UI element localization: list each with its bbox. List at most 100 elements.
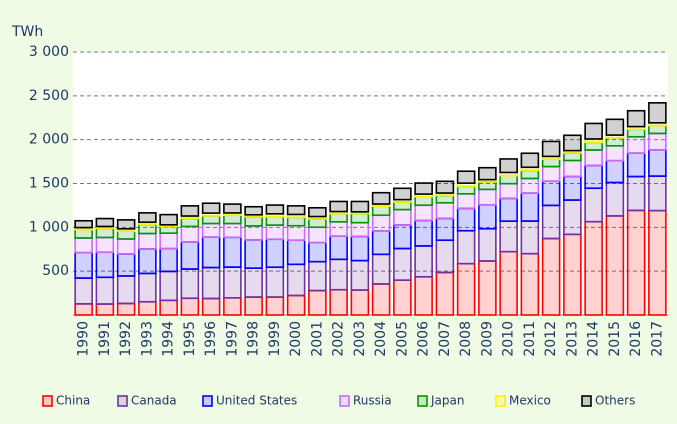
- bar-segment: [541, 237, 561, 316]
- bar-segment: [116, 253, 136, 277]
- bar-segment: [414, 245, 433, 278]
- bar-segment: [286, 239, 306, 266]
- bar-segment: [308, 226, 327, 244]
- legend-label: Russia: [353, 394, 392, 408]
- legend-label: China: [56, 394, 90, 408]
- x-tick-label: 1990: [76, 321, 92, 357]
- bar-segment: [223, 222, 242, 239]
- bar-segment: [584, 122, 603, 140]
- bar-segment: [350, 235, 370, 262]
- bar-segment: [95, 251, 115, 279]
- x-tick-label: 2014: [586, 321, 602, 357]
- bar-segment: [456, 193, 476, 210]
- x-tick-label: 2002: [331, 321, 347, 357]
- bar-segment: [499, 197, 518, 222]
- bar-segment: [201, 236, 221, 269]
- bar-segment: [329, 200, 348, 213]
- bar-segment: [648, 124, 667, 135]
- bar-segment: [159, 225, 178, 235]
- bar-segment: [329, 235, 348, 261]
- bar-segment: [286, 263, 306, 297]
- bar-segment: [244, 225, 263, 241]
- legend-swatch: [495, 395, 506, 407]
- bar-segment: [329, 212, 348, 223]
- y-tick-label: 500: [42, 263, 69, 279]
- bar-segment: [499, 158, 518, 174]
- bar-segment: [563, 199, 582, 236]
- bar-segment: [393, 201, 412, 211]
- y-tick-label: 1 000: [29, 219, 69, 235]
- bar-segment: [350, 221, 370, 238]
- bar-segment: [138, 300, 157, 316]
- bar-segment: [626, 209, 646, 316]
- legend-swatch: [417, 395, 428, 407]
- bar-segment: [95, 227, 115, 239]
- bar-segment: [180, 241, 200, 270]
- legend-label: Japan: [430, 394, 464, 408]
- bar-segment: [244, 205, 263, 216]
- bar-segment: [605, 181, 625, 217]
- bar-segment: [138, 232, 157, 250]
- bar-segment: [605, 215, 625, 316]
- bar-segment: [201, 215, 221, 225]
- bar-segment: [74, 237, 93, 254]
- bar-segment: [435, 217, 455, 242]
- bar-segment: [414, 219, 433, 247]
- bar-segment: [286, 216, 306, 227]
- legend-label: Canada: [131, 394, 177, 408]
- bar-segment: [244, 239, 263, 269]
- bar-segment: [116, 275, 136, 305]
- bar-segment: [478, 166, 497, 181]
- bar-segment: [414, 275, 433, 316]
- bar-segment: [371, 214, 391, 232]
- bar-segment: [265, 224, 285, 241]
- legend-swatch: [581, 395, 592, 407]
- x-tick-label: 1997: [224, 321, 240, 357]
- bar-segment: [393, 208, 412, 226]
- legend-label: Others: [595, 394, 635, 408]
- bar-segment: [308, 241, 327, 263]
- bar-segment: [435, 180, 455, 194]
- bar-segment: [138, 248, 157, 275]
- x-tick-label: 2009: [479, 321, 495, 357]
- bar-segment: [626, 128, 646, 138]
- x-tick-label: 2006: [416, 321, 432, 357]
- bar-segment: [116, 238, 136, 255]
- bar-segment: [520, 169, 540, 180]
- bar-segment: [116, 219, 136, 230]
- bar-segment: [138, 212, 157, 223]
- bar-segment: [308, 289, 327, 316]
- bar-segment: [393, 187, 412, 201]
- bar-segment: [456, 262, 476, 316]
- bar-segment: [116, 230, 136, 240]
- legend-swatch: [202, 395, 213, 407]
- bar-segment: [563, 233, 582, 316]
- x-tick-label: 2012: [543, 321, 559, 357]
- y-tick-label: 2 000: [29, 132, 69, 148]
- x-tick-label: 1993: [139, 321, 155, 357]
- bar-segment: [520, 177, 540, 194]
- bar-segment: [244, 267, 263, 298]
- bar-segment: [201, 266, 221, 300]
- x-tick-label: 2001: [309, 321, 325, 357]
- bar-segment: [584, 220, 603, 316]
- bar-segment: [95, 217, 115, 228]
- bar-segment: [116, 302, 136, 316]
- bar-segment: [201, 297, 221, 316]
- bar-segment: [478, 204, 497, 230]
- bar-segment: [393, 279, 412, 316]
- bar-segment: [605, 137, 625, 147]
- bar-segment: [329, 288, 348, 316]
- bar-segment: [95, 303, 115, 316]
- x-tick-label: 2003: [352, 321, 368, 357]
- bar-segment: [265, 238, 285, 269]
- bar-segment: [371, 253, 391, 285]
- x-tick-label: 2004: [373, 321, 389, 357]
- bar-segment: [520, 220, 540, 255]
- bar-segment: [456, 229, 476, 265]
- bar-segment: [648, 102, 667, 124]
- bar-segment: [74, 251, 93, 279]
- bar-segment: [499, 174, 518, 185]
- bar-segment: [541, 158, 561, 168]
